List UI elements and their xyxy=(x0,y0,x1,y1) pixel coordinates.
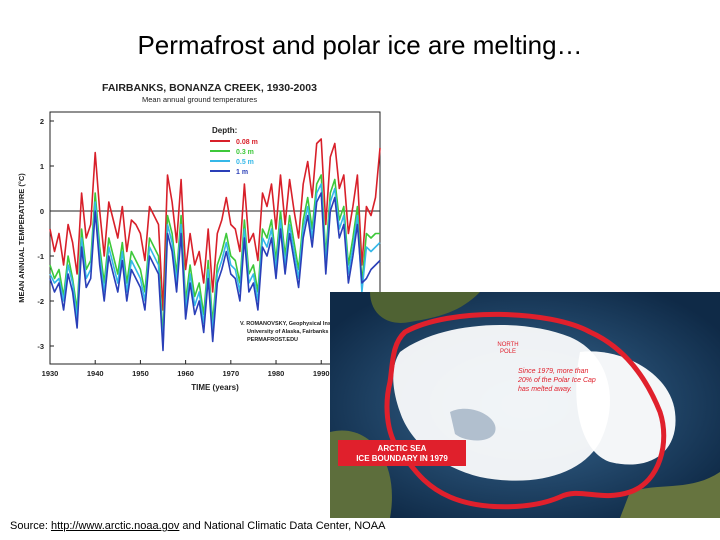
y-tick-label: -3 xyxy=(37,342,44,351)
y-tick-label: -2 xyxy=(37,297,44,306)
y-tick-label: 0 xyxy=(40,207,44,216)
source-prefix: Source: xyxy=(10,520,51,532)
land-mass-north xyxy=(370,292,480,323)
legend-label-1: 0.3 m xyxy=(236,149,254,156)
ice-boundary-1979 xyxy=(384,311,667,510)
callout-line-2: 20% of the Polar Ice Cap xyxy=(517,377,596,384)
source-link[interactable]: http://www.arctic.noaa.gov xyxy=(50,520,180,532)
x-tick-label: 1960 xyxy=(177,369,194,378)
y-tick-label: 1 xyxy=(40,162,44,171)
land-mass-south-east xyxy=(620,472,720,518)
credit-line-2: University of Alaska, Fairbanks xyxy=(247,329,328,335)
callout-line-3: has melted away. xyxy=(518,386,572,393)
x-tick-label: 1950 xyxy=(132,369,149,378)
north-pole-label-1: NORTH xyxy=(497,342,518,348)
series-line-0 xyxy=(49,138,381,311)
legend-label-3: 1 m xyxy=(236,169,248,176)
boundary-label-line-1: ARCTIC SEA xyxy=(378,444,427,453)
ice-gap xyxy=(450,408,496,441)
chart-title: FAIRBANKS, BONANZA CREEK, 1930-2003 xyxy=(102,82,317,94)
boundary-label-line-2: ICE BOUNDARY IN 1979 xyxy=(356,454,448,463)
plot-area xyxy=(49,111,381,365)
north-pole-label-2: POLE xyxy=(500,349,516,355)
chart-subtitle: Mean annual ground temperatures xyxy=(142,95,257,104)
x-tick-label: 1930 xyxy=(42,369,59,378)
arctic-ice-map: ARCTIC SEA ICE BOUNDARY IN 1979 NORTH PO… xyxy=(330,292,720,518)
y-tick-label: -1 xyxy=(37,252,44,261)
legend-label-0: 0.08 m xyxy=(236,139,258,146)
series-line-3 xyxy=(49,192,381,352)
boundary-label-box xyxy=(338,440,466,466)
legend: Depth: 0.08 m 0.3 m 0.5 m 1 m xyxy=(210,126,258,176)
x-axis-label: TIME (years) xyxy=(191,383,239,392)
x-tick-label: 1970 xyxy=(222,369,239,378)
y-axis-ticks: -3 -2 -1 0 1 2 xyxy=(37,117,54,351)
x-tick-label: 1990 xyxy=(313,369,330,378)
y-tick-label: 2 xyxy=(40,117,44,126)
credit-line-3: PERMAFROST.EDU xyxy=(247,337,298,343)
legend-label-2: 0.5 m xyxy=(236,159,254,166)
y-axis-label: MEAN ANNUAL TEMPERATURE (°C) xyxy=(17,173,26,303)
chart-credit: V. ROMANOVSKY, Geophysical Institute Uni… xyxy=(240,321,344,343)
x-tick-label: 1940 xyxy=(87,369,104,378)
source-citation: Source: http://www.arctic.noaa.gov and N… xyxy=(10,520,385,532)
x-tick-label: 1980 xyxy=(268,369,285,378)
series-lines xyxy=(49,138,381,352)
legend-title: Depth: xyxy=(212,126,237,135)
permafrost-temperature-chart: FAIRBANKS, BONANZA CREEK, 1930-2003 Mean… xyxy=(12,74,388,394)
credit-line-1: V. ROMANOVSKY, Geophysical Institute xyxy=(240,321,344,327)
source-suffix: and National Climatic Data Center, NOAA xyxy=(179,520,386,532)
callout-line-1: Since 1979, more than xyxy=(518,368,589,375)
slide-title: Permafrost and polar ice are melting… xyxy=(137,30,583,60)
